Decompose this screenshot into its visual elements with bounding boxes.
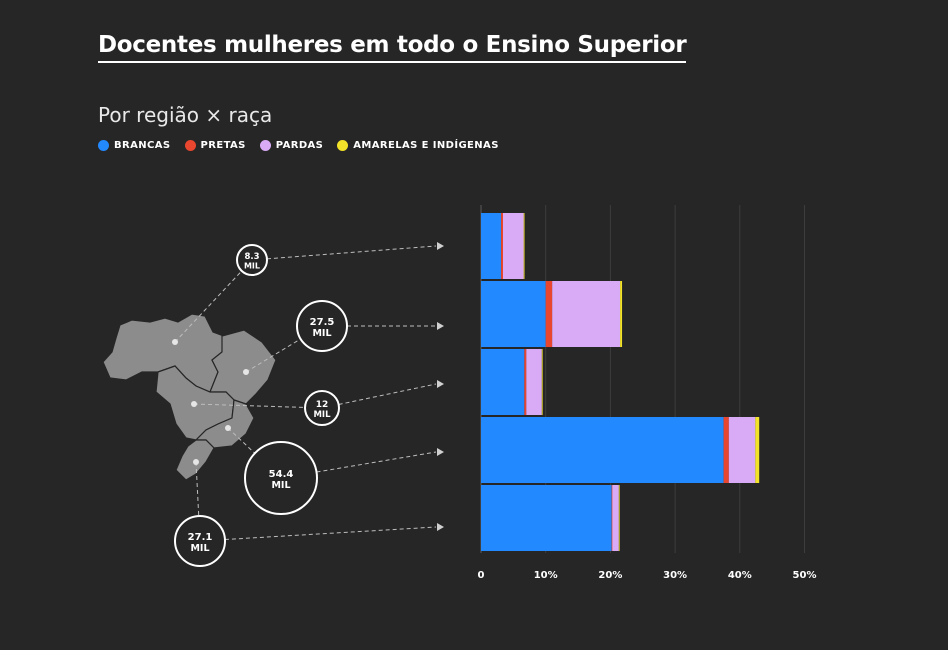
bar-2-pretas (545, 281, 553, 347)
legend-swatch-amarelas (337, 140, 349, 151)
bubble-unit-5: MIL (190, 543, 209, 554)
chart-subtitle: Por região × raça (98, 103, 273, 127)
bar-5-brancas (481, 485, 612, 551)
chart-title: Docentes mulheres em todo o Ensino Super… (98, 32, 687, 63)
bar-1-pardas (502, 213, 524, 279)
bar-1-amarelas (523, 213, 525, 279)
bar-4-amarelas (755, 417, 760, 483)
map-connector-4 (227, 427, 256, 454)
bar-3-amarelas (541, 349, 543, 415)
bar-3-pardas (526, 349, 542, 415)
legend-item-pardas: PARDAS (259, 140, 324, 151)
map-dot-2 (243, 369, 249, 375)
legend-label-pretas: PRETAS (200, 140, 246, 151)
region-bubble-2 (296, 300, 348, 352)
legend-label-brancas: BRANCAS (114, 140, 171, 151)
map-dot-3 (191, 401, 197, 407)
bar-4-brancas (481, 417, 724, 483)
region-bubble-1 (236, 244, 268, 276)
brazil-map (102, 313, 277, 481)
bar-connector-3 (338, 383, 437, 405)
x-tick-label-1: 10% (534, 570, 558, 581)
bar-1-brancas (481, 213, 502, 279)
bar-1-pretas (501, 213, 503, 279)
bubble-value-4: 54.4 (269, 469, 294, 480)
bubble-unit-1: MIL (244, 262, 260, 271)
map-dot-5 (193, 459, 199, 465)
arrow-icon (437, 242, 444, 250)
x-tick-label-0: 0 (478, 570, 485, 581)
arrow-icon (437, 322, 444, 330)
region-bubble-5 (174, 515, 226, 567)
bubble-unit-4: MIL (271, 480, 290, 491)
map-connector-1 (174, 270, 243, 343)
map-dot-4 (225, 425, 231, 431)
x-tick-label-4: 40% (728, 570, 752, 581)
region-bubble-3 (304, 390, 340, 426)
bubble-value-1: 8.3 (244, 252, 259, 262)
map-connector-2 (245, 338, 301, 373)
legend-swatch-brancas (98, 140, 109, 151)
bar-5-pardas (612, 485, 619, 551)
region-bubble-4 (244, 441, 318, 515)
arrow-icon (437, 448, 444, 456)
legend-item-brancas: BRANCAS (98, 140, 171, 151)
bubble-unit-2: MIL (312, 328, 331, 339)
x-tick-label-3: 30% (663, 570, 687, 581)
map-dot-1 (172, 339, 178, 345)
legend-swatch-pretas (184, 140, 196, 151)
bubble-value-2: 27.5 (310, 317, 335, 328)
bar-4-pardas (728, 417, 756, 483)
x-tick-label-2: 20% (598, 570, 622, 581)
bubble-value-5: 27.1 (188, 532, 213, 543)
bubble-value-3: 12 (316, 400, 329, 410)
bubble-unit-3: MIL (313, 410, 331, 420)
map-connector-5 (195, 461, 200, 517)
map-connector-3 (193, 403, 306, 408)
bar-4-pretas (723, 417, 729, 483)
bar-2-brancas (481, 281, 546, 347)
legend-label-pardas: PARDAS (275, 140, 324, 151)
x-tick-label-5: 50% (793, 570, 817, 581)
legend-swatch-pardas (259, 140, 271, 151)
bar-5-pretas (611, 485, 613, 551)
arrow-icon (437, 523, 444, 531)
x-axis: 0 10% 20% 30% 40% 50% (478, 570, 817, 581)
bar-3-pretas (524, 349, 527, 415)
legend-item-amarelas: AMARELAS E INDÍGENAS (337, 140, 499, 151)
legend-label-amarelas: AMARELAS E INDÍGENAS (353, 140, 499, 151)
bar-connector-5 (224, 526, 437, 541)
legend-item-pretas: PRETAS (184, 140, 246, 151)
connector-lines (172, 242, 444, 541)
chart-bars (481, 213, 760, 551)
legend: BRANCAS PRETAS PARDAS AMARELAS E INDÍGEN… (98, 140, 499, 151)
bar-5-amarelas (618, 485, 620, 551)
bar-2-pardas (552, 281, 621, 347)
arrow-icon (437, 380, 444, 388)
bar-3-brancas (481, 349, 525, 415)
bar-2-amarelas (620, 281, 623, 347)
bar-connector-1 (266, 245, 437, 260)
bar-connector-4 (316, 451, 437, 473)
